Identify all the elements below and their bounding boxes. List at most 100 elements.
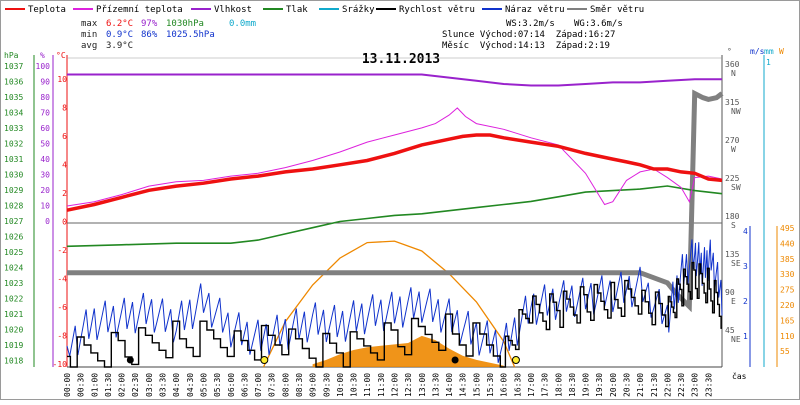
hpa-tick: 1024 (4, 264, 23, 273)
w-tick: 220 (780, 301, 795, 310)
x-tick-label: 04:00 (172, 373, 181, 397)
info-ws: WS:3.2m/s (506, 19, 555, 29)
w-tick: 385 (780, 255, 795, 264)
stats-max-label: max (81, 19, 98, 29)
x-tick-label: 14:30 (459, 373, 468, 397)
sunset-marker (511, 356, 520, 364)
x-tick-label: 23:00 (691, 373, 700, 397)
pct-tick: 10 (40, 202, 50, 211)
degc-tick: -4 (57, 275, 67, 284)
dir-tick: 270 (725, 136, 740, 145)
stats-max-rain: 0.0mm (229, 19, 256, 29)
hpa-tick: 1035 (4, 93, 23, 102)
x-tick-label: 18:30 (568, 373, 577, 397)
hpa-tick: 1019 (4, 341, 23, 350)
x-tick-label: 14:00 (445, 373, 454, 397)
stats-min-temp: 0.9°C (106, 30, 133, 40)
series-sun-potential (262, 240, 516, 368)
x-tick-label: 17:30 (541, 373, 550, 397)
axes: hPa1037103610351034103310321031103010291… (4, 47, 795, 369)
stats-min-press: 1025.5hPa (166, 30, 215, 40)
x-tick-label: 19:00 (582, 373, 591, 397)
x-tick-label: 22:30 (677, 373, 686, 397)
dir-tick-compass: S (731, 221, 736, 230)
hpa-tick: 1022 (4, 295, 23, 304)
series-sun-actual (312, 335, 504, 367)
x-tick-label: 08:00 (281, 373, 290, 397)
pct-tick: 20 (40, 186, 50, 195)
axis-title-hpa: hPa (4, 51, 19, 60)
legend-label: Tlak (286, 5, 308, 15)
w-tick: 275 (780, 286, 795, 295)
dir-tick: 135 (725, 250, 740, 259)
legend-label: Vlhkost (214, 5, 252, 15)
x-tick-label: 15:00 (472, 373, 481, 397)
x-tick-label: 09:00 (309, 373, 318, 397)
hpa-tick: 1023 (4, 279, 23, 288)
x-axis-title: čas (732, 371, 747, 381)
info-sun: Slunce Východ:07:14 Západ:16:27 (442, 30, 615, 40)
degc-tick: -2 (57, 246, 67, 255)
hpa-tick: 1020 (4, 326, 23, 335)
degc-tick: -10 (53, 360, 68, 369)
w-tick: 165 (780, 316, 795, 325)
x-tick-label: 00:00 (63, 373, 72, 397)
series-wind-speed (67, 261, 722, 368)
x-tick-label: 13:30 (431, 373, 440, 397)
hpa-tick: 1025 (4, 248, 23, 257)
pct-tick: 70 (40, 109, 50, 118)
x-tick-label: 06:30 (240, 373, 249, 397)
stats-min-hum: 86% (141, 30, 158, 40)
info-wg: WG:3.6m/s (574, 19, 623, 29)
hpa-tick: 1033 (4, 124, 23, 133)
x-tick-label: 16:30 (513, 373, 522, 397)
x-tick-label: 11:30 (377, 373, 386, 397)
dir-tick-compass: NW (731, 107, 741, 116)
stats-max-press: 1030hPa (166, 19, 204, 29)
stats-avg-temp: 3.9°C (106, 41, 133, 51)
hpa-tick: 1034 (4, 109, 23, 118)
series-pressure (66, 185, 723, 248)
degc-tick: -6 (57, 303, 67, 312)
x-tick-label: 09:30 (322, 373, 331, 397)
moonrise-marker (451, 356, 459, 364)
w-tick: 330 (780, 270, 795, 279)
axis-title-ms: m/s (750, 47, 765, 56)
series-wind-direction (67, 89, 724, 313)
dir-tick: 45 (725, 326, 735, 335)
axis-title-pct: % (40, 51, 45, 60)
x-tick-label: 12:30 (404, 373, 413, 397)
x-tick-label: 06:00 (227, 373, 236, 397)
hpa-tick: 1027 (4, 217, 23, 226)
hpa-tick: 1026 (4, 233, 23, 242)
hpa-tick: 1029 (4, 186, 23, 195)
x-tick-label: 20:30 (622, 373, 631, 397)
info-moon: Měsíc Východ:14:13 Západ:2:19 (442, 41, 610, 51)
degc-tick: 0 (62, 218, 67, 227)
hpa-tick: 1030 (4, 171, 23, 180)
x-tick-label: 05:00 (199, 373, 208, 397)
x-tick-label: 03:30 (159, 373, 168, 397)
dir-tick: 360 (725, 60, 740, 69)
w-tick: 440 (780, 239, 795, 248)
pct-tick: 50 (40, 140, 50, 149)
legend-label: Směr větru (590, 5, 644, 15)
hpa-tick: 1021 (4, 310, 23, 319)
degc-tick: 8 (62, 104, 67, 113)
series-humidity (67, 73, 722, 87)
x-tick-label: 20:00 (609, 373, 618, 397)
x-tick-label: 16:00 (500, 373, 509, 397)
pct-tick: 100 (36, 62, 51, 71)
x-tick-label: 02:30 (131, 373, 140, 397)
x-tick-label: 13:00 (418, 373, 427, 397)
legend-label: Srážky (342, 5, 375, 15)
hpa-tick: 1028 (4, 202, 23, 211)
degc-tick: 10 (57, 75, 67, 84)
pct-tick: 60 (40, 124, 50, 133)
w-tick: 55 (780, 347, 790, 356)
axis-title-degc: °C (56, 51, 66, 60)
stats-avg-label: avg (81, 41, 97, 51)
axis-title-dir: ° (727, 47, 732, 56)
degc-tick: 2 (62, 189, 67, 198)
